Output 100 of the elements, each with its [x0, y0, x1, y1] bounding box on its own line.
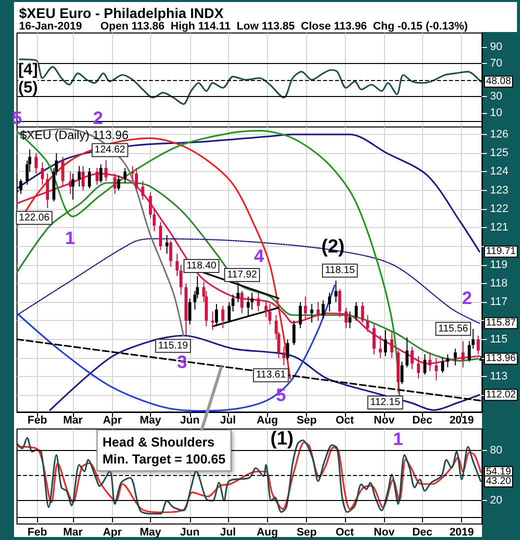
line-series — [49, 334, 480, 411]
y-tick-label: 90 — [490, 41, 502, 54]
candlestick — [282, 346, 286, 366]
candlestick — [454, 348, 457, 366]
candlestick — [328, 292, 332, 312]
candlestick — [316, 302, 320, 322]
candlestick — [221, 305, 224, 329]
candlestick — [250, 292, 254, 310]
candlestick — [211, 310, 214, 331]
x-tick-label: Dec — [412, 414, 432, 426]
x-tick-label: Sep — [296, 526, 318, 538]
x-tick-label: May — [140, 526, 162, 538]
x-tick-label: Nov — [374, 414, 396, 426]
candlestick — [400, 361, 404, 385]
chart-subtitle: 16-Jan-2019 Open 113.86 High 114.11 Low 113.85 Close 113.96 Chg -0.15 (-0.13%) — [19, 20, 468, 32]
annotation: 119.71 — [486, 246, 516, 258]
candlestick — [131, 166, 134, 182]
annotation: Head & Shoulders Min. Target = 100.65 — [102, 434, 226, 466]
candlestick — [40, 162, 44, 186]
y-tick-label: 124 — [490, 166, 508, 178]
candlestick — [334, 280, 338, 303]
x-tick-label: Mar — [63, 526, 84, 538]
y-tick-label: 113 — [490, 370, 508, 383]
candlestick — [361, 302, 364, 324]
candlestick — [113, 173, 116, 195]
annotation: 122.06 — [18, 212, 50, 224]
candlestick — [268, 303, 272, 325]
chart-title: $XEU Euro - Philadelphia INDX — [19, 5, 224, 21]
annotation: 118.15 — [324, 265, 356, 276]
candlestick — [416, 356, 420, 379]
y-tick-label: 119 — [490, 258, 508, 271]
x-tick-label: Aug — [256, 526, 278, 538]
candlestick — [104, 160, 108, 182]
x-tick-label: Feb — [28, 526, 48, 538]
candlestick — [286, 338, 290, 360]
annotation: 1 — [64, 228, 76, 248]
x-tick-label: Aug — [256, 414, 278, 426]
candlestick — [134, 167, 138, 191]
candlestick — [372, 324, 376, 355]
candlestick — [71, 173, 74, 200]
annotation: 2 — [462, 288, 472, 308]
x-tick-label: Apr — [102, 414, 122, 426]
annotation: 118.40 — [186, 260, 217, 272]
annotation: 112.02 — [486, 389, 516, 400]
candlestick — [179, 264, 182, 296]
candlestick — [366, 314, 370, 332]
x-tick-label: Nov — [374, 526, 396, 538]
candlestick — [19, 178, 22, 195]
annotation: 115.87 — [486, 318, 516, 329]
annotation: 115.56 — [438, 323, 469, 334]
annotation: 115.19 — [158, 340, 188, 352]
candlestick — [378, 335, 382, 358]
candlestick — [159, 222, 162, 250]
annotation: 117.92 — [227, 269, 258, 280]
candlestick — [354, 302, 358, 322]
y-tick-label: 122 — [490, 202, 508, 215]
candlestick — [46, 173, 49, 208]
y-tick-label: 20 — [490, 494, 502, 507]
y-tick-label: 126 — [490, 128, 508, 140]
candlestick — [461, 340, 464, 368]
candlestick — [188, 298, 192, 325]
x-tick-label: 2019 — [449, 526, 474, 538]
candlestick — [292, 320, 296, 346]
annotation: 113.96 — [486, 353, 516, 364]
x-tick-label: May — [140, 414, 162, 426]
candlestick — [390, 331, 394, 358]
annotation: (1) — [270, 428, 294, 450]
annotation: 48.08 — [486, 76, 512, 88]
y-tick-label: 123 — [490, 184, 508, 196]
candlestick — [176, 253, 179, 277]
annotation: $XEU (Daily) 113.96 — [20, 128, 129, 142]
annotation: 112.15 — [370, 396, 401, 408]
x-tick-label: Feb — [28, 414, 48, 426]
x-tick-label: Mar — [63, 414, 84, 426]
line-series — [16, 128, 184, 336]
annotation: 1 — [392, 429, 404, 449]
candlestick — [434, 357, 438, 381]
y-tick-label: 117 — [490, 296, 508, 308]
candlestick — [264, 300, 268, 318]
annotation: 124.62 — [94, 144, 126, 156]
candlestick — [338, 288, 342, 318]
candlestick — [141, 180, 144, 200]
line-series — [16, 284, 336, 412]
x-tick-label: Jul — [220, 414, 236, 426]
candlestick — [96, 167, 99, 186]
candlestick — [256, 292, 260, 312]
x-tick-label: Jul — [220, 526, 236, 538]
candlestick — [240, 290, 244, 314]
y-tick-label: 30 — [490, 90, 502, 103]
x-tick-label: Dec — [412, 526, 432, 538]
annotation: 54.19 — [486, 466, 512, 478]
candlestick — [298, 302, 302, 329]
annotation: (5) — [18, 80, 38, 96]
candlestick — [348, 310, 352, 329]
x-tick-label: Apr — [102, 526, 122, 538]
candlestick — [476, 335, 480, 355]
x-tick-label: Sep — [296, 414, 318, 426]
candlestick — [322, 300, 325, 320]
annotation: [4] — [18, 62, 38, 78]
candlestick — [61, 156, 64, 188]
